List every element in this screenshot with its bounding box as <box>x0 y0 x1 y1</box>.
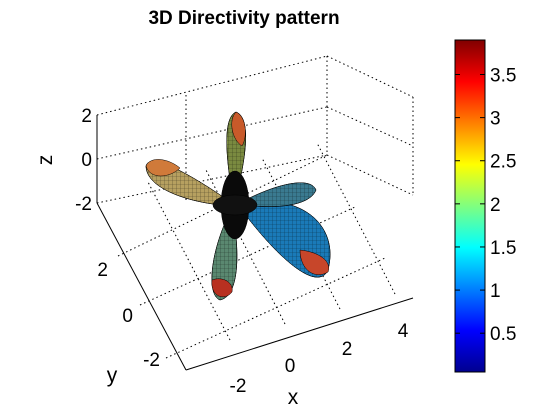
x-tick-label: 0 <box>285 356 296 377</box>
colorbar-tick-label: 1 <box>490 281 501 302</box>
colorbar: 0.5 1 1.5 2 2.5 3 3.5 <box>454 39 516 373</box>
colorbar-tick-label: 3.5 <box>490 65 516 86</box>
z-tick-label: 0 <box>81 150 92 171</box>
colorbar-ticks: 0.5 1 1.5 2 2.5 3 3.5 <box>455 65 516 345</box>
colorbar-tick-label: 2.5 <box>490 152 516 173</box>
z-tick-label: 2 <box>81 106 92 127</box>
colorbar-tick-label: 3 <box>490 109 501 130</box>
z-axis-ticks: 2 0 -2 <box>75 106 92 215</box>
y-tick-label: -2 <box>143 350 160 371</box>
lobe-right <box>237 182 317 207</box>
lobe-left <box>145 159 237 207</box>
chart-title: 3D Directivity pattern <box>148 8 339 29</box>
colorbar-tick-label: 2 <box>490 195 501 216</box>
x-tick-label: 2 <box>342 339 353 360</box>
x-tick-label: 4 <box>398 321 409 342</box>
directivity-surface <box>145 111 331 301</box>
colorbar-tick-label: 0.5 <box>490 324 516 345</box>
x-axis-ticks: -2 0 2 4 <box>230 321 409 397</box>
y-axis-ticks: 2 0 -2 <box>97 260 160 371</box>
y-axis-label: y <box>107 364 118 387</box>
y-tick-label: 0 <box>122 306 133 327</box>
colorbar-scale <box>454 39 486 373</box>
axes-box <box>96 55 414 371</box>
lobe-front <box>237 201 331 278</box>
colorbar-tick-label: 1.5 <box>490 238 516 259</box>
z-axis-label: z <box>34 155 57 166</box>
z-tick-label: -2 <box>75 194 92 215</box>
x-axis-label: x <box>288 386 299 409</box>
y-tick-label: 2 <box>97 260 108 281</box>
x-tick-label: -2 <box>230 376 247 397</box>
